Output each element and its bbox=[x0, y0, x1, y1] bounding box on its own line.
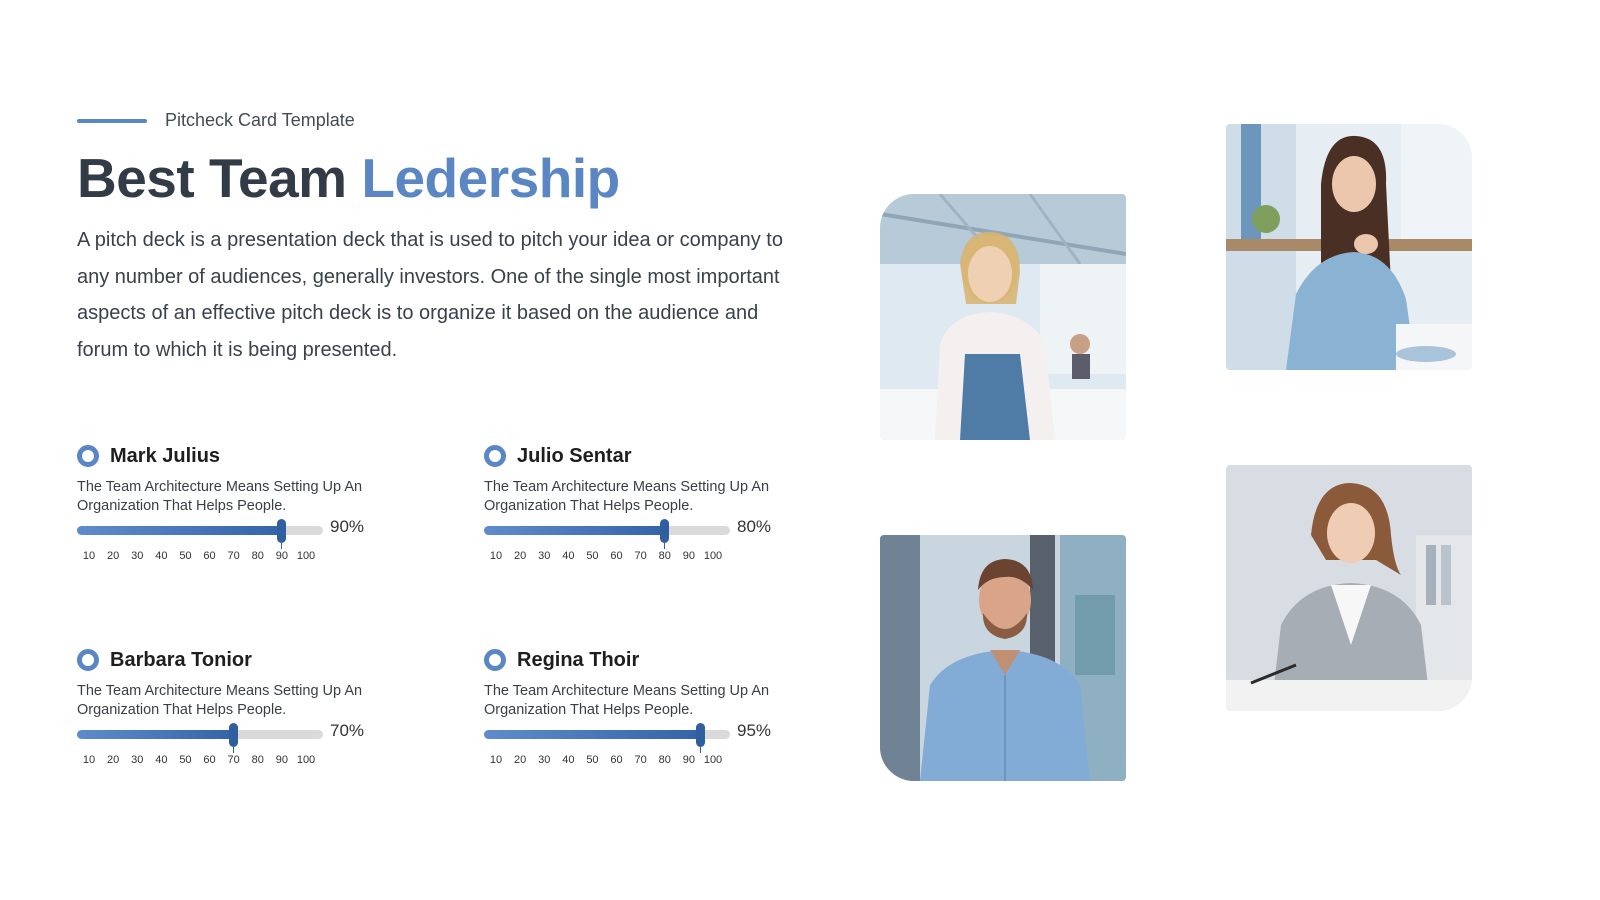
woman-thinking-photo bbox=[1226, 124, 1472, 370]
scale-tick-label: 20 bbox=[106, 550, 120, 562]
title-main: Best Team bbox=[77, 147, 347, 209]
skill-bar: 70% 10 20 30 40 50 60 70 80 90 100 bbox=[77, 721, 387, 771]
skill-percent: 80% bbox=[737, 517, 772, 536]
member-description: The Team Architecture Means Setting Up A… bbox=[484, 683, 770, 718]
scale-tick-label: 30 bbox=[131, 550, 144, 562]
scale-tick-label: 90 bbox=[682, 550, 695, 562]
scale-tick-label: 10 bbox=[82, 550, 96, 562]
eyebrow: Pitcheck Card Template bbox=[77, 110, 355, 131]
scale-tick-label: 70 bbox=[227, 550, 240, 562]
bullet-ring-icon bbox=[484, 445, 506, 467]
member-description: The Team Architecture Means Setting Up A… bbox=[484, 479, 770, 514]
scale-tick-label: 100 bbox=[703, 754, 723, 766]
scale-tick-label: 20 bbox=[513, 550, 527, 562]
scale-tick-label: 90 bbox=[275, 754, 288, 766]
skill-handle[interactable] bbox=[696, 723, 706, 753]
scale-tick-label: 70 bbox=[634, 754, 647, 766]
scale-tick-label: 30 bbox=[538, 550, 551, 562]
man-casual-photo bbox=[880, 535, 1126, 781]
scale-tick-label: 40 bbox=[155, 754, 168, 766]
member-card-julio-sentar: Julio Sentar The Team Architecture Means… bbox=[484, 442, 784, 562]
member-description: The Team Architecture Means Setting Up A… bbox=[77, 479, 363, 514]
scale-tick-label: 70 bbox=[634, 550, 647, 562]
scale-tick-label: 100 bbox=[296, 754, 316, 766]
member-card-mark-julius: Mark Julius The Team Architecture Means … bbox=[77, 442, 377, 562]
scale-tick-label: 40 bbox=[562, 550, 575, 562]
scale-tick-label: 80 bbox=[658, 754, 671, 766]
scale-tick-label: 40 bbox=[155, 550, 168, 562]
skill-fill bbox=[77, 730, 234, 739]
member-name: Mark Julius bbox=[110, 444, 221, 467]
scale-tick-label: 50 bbox=[179, 550, 192, 562]
skill-scale: 10 20 30 40 50 60 70 80 90 100 bbox=[484, 754, 730, 768]
scale-tick-label: 40 bbox=[562, 754, 575, 766]
scale-tick-label: 100 bbox=[296, 550, 316, 562]
scale-tick-label: 20 bbox=[513, 754, 527, 766]
scale-tick-label: 50 bbox=[586, 754, 599, 766]
scale-tick-label: 60 bbox=[610, 550, 623, 562]
woman-office-photo bbox=[880, 194, 1126, 440]
member-card-barbara-tonior: Barbara Tonior The Team Architecture Mea… bbox=[77, 646, 377, 766]
scale-tick-label: 10 bbox=[82, 754, 96, 766]
scale-tick-label: 80 bbox=[251, 754, 264, 766]
skill-fill bbox=[484, 526, 665, 535]
scale-tick-label: 30 bbox=[131, 754, 144, 766]
skill-percent: 70% bbox=[330, 721, 365, 740]
member-card-regina-thoir: Regina Thoir The Team Architecture Means… bbox=[484, 646, 784, 766]
scale-tick-label: 60 bbox=[203, 550, 216, 562]
skill-scale: 10 20 30 40 50 60 70 80 90 100 bbox=[77, 550, 323, 564]
page-description: A pitch deck is a presentation deck that… bbox=[77, 229, 783, 361]
skill-handle[interactable] bbox=[660, 519, 670, 549]
scale-tick-label: 100 bbox=[703, 550, 723, 562]
eyebrow-line bbox=[77, 118, 147, 123]
member-header: Regina Thoir bbox=[484, 646, 784, 674]
skill-bar: 95% 10 20 30 40 50 60 70 80 90 100 bbox=[484, 721, 794, 771]
bullet-ring-icon bbox=[77, 649, 99, 671]
scale-tick-label: 30 bbox=[538, 754, 551, 766]
scale-tick-label: 10 bbox=[489, 550, 503, 562]
skill-handle[interactable] bbox=[277, 519, 287, 549]
skill-scale: 10 20 30 40 50 60 70 80 90 100 bbox=[77, 754, 323, 768]
bullet-ring-icon bbox=[484, 649, 506, 671]
skill-percent: 95% bbox=[737, 721, 772, 740]
scale-tick-label: 90 bbox=[682, 754, 695, 766]
skill-bar: 80% 10 20 30 40 50 60 70 80 90 100 bbox=[484, 517, 794, 567]
member-name: Julio Sentar bbox=[517, 444, 632, 467]
scale-tick-label: 80 bbox=[658, 550, 671, 562]
skill-fill bbox=[484, 730, 701, 739]
member-name: Barbara Tonior bbox=[110, 648, 252, 671]
scale-tick-label: 50 bbox=[586, 550, 599, 562]
scale-tick-label: 50 bbox=[179, 754, 192, 766]
scale-tick-label: 90 bbox=[275, 550, 288, 562]
page-title: Best Team Ledership bbox=[77, 146, 620, 210]
skill-fill bbox=[77, 526, 282, 535]
scale-tick-label: 10 bbox=[489, 754, 503, 766]
member-header: Mark Julius bbox=[77, 442, 377, 470]
title-accent: Ledership bbox=[361, 147, 620, 209]
skill-bar: 90% 10 20 30 40 50 60 70 80 90 100 bbox=[77, 517, 387, 567]
scale-tick-label: 60 bbox=[610, 754, 623, 766]
scale-tick-label: 20 bbox=[106, 754, 120, 766]
scale-tick-label: 60 bbox=[203, 754, 216, 766]
member-header: Barbara Tonior bbox=[77, 646, 377, 674]
skill-scale: 10 20 30 40 50 60 70 80 90 100 bbox=[484, 550, 730, 564]
scale-tick-label: 70 bbox=[227, 754, 240, 766]
scale-tick-label: 80 bbox=[251, 550, 264, 562]
businesswoman-photo bbox=[1226, 465, 1472, 711]
eyebrow-text: Pitcheck Card Template bbox=[165, 110, 355, 130]
member-description: The Team Architecture Means Setting Up A… bbox=[77, 683, 363, 718]
skill-percent: 90% bbox=[330, 517, 365, 536]
member-header: Julio Sentar bbox=[484, 442, 784, 470]
skill-handle[interactable] bbox=[229, 723, 239, 753]
bullet-ring-icon bbox=[77, 445, 99, 467]
member-name: Regina Thoir bbox=[517, 648, 640, 671]
